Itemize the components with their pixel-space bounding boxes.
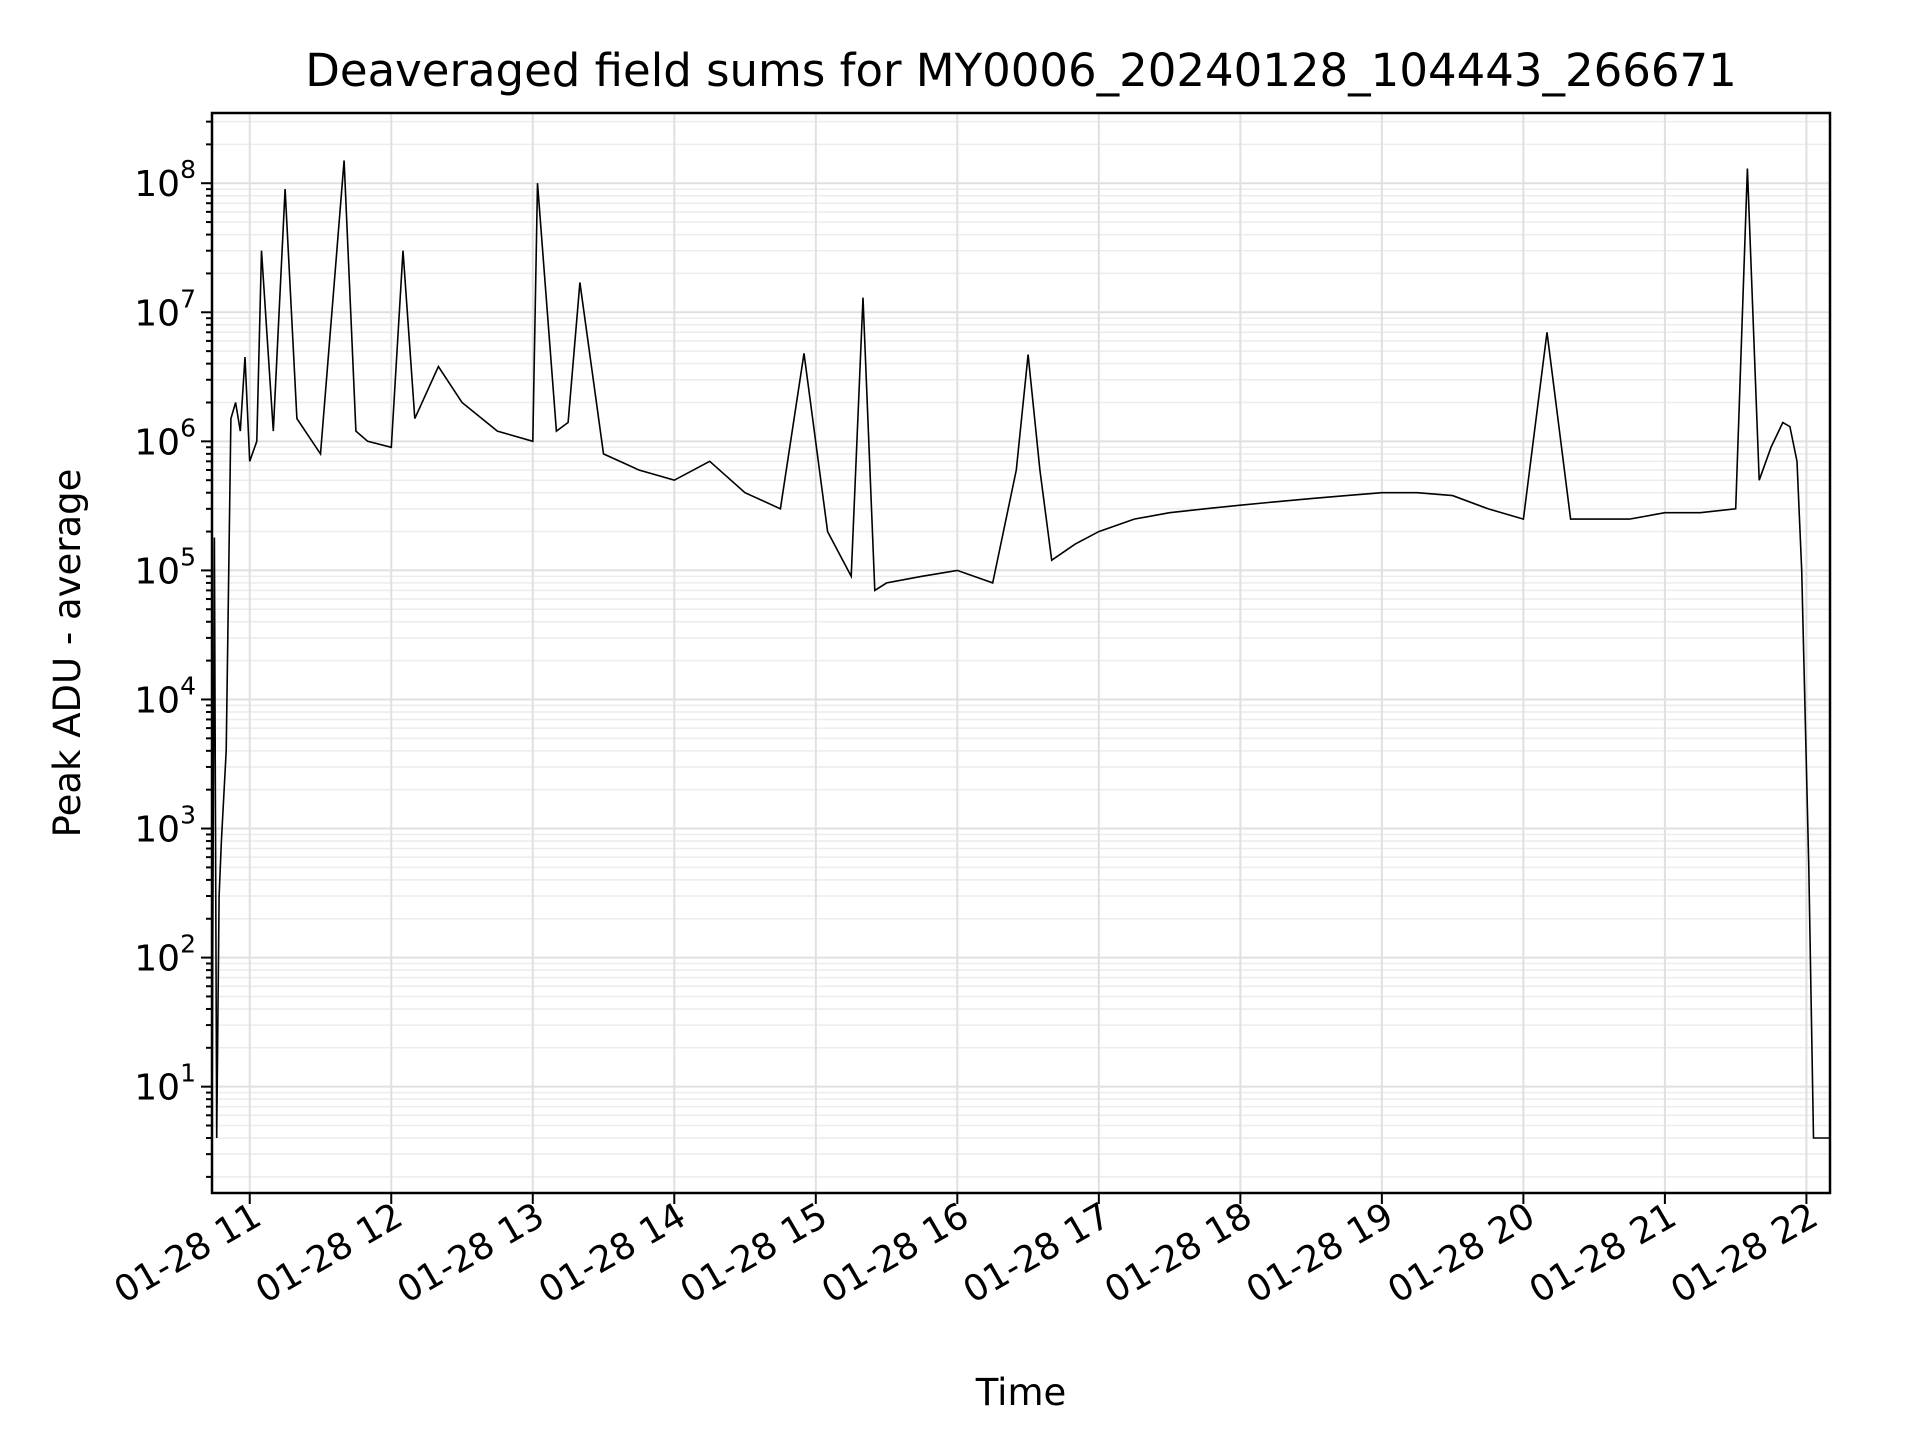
y-axis-label: Peak ADU - average [46,469,89,838]
y-tick-label: 105 [134,542,196,592]
y-tick-label: 101 [134,1059,196,1109]
y-tick-label: 107 [134,284,196,334]
grid-lines [212,113,1830,1193]
y-tick-label: 104 [134,671,196,721]
plot-frame [210,111,1832,1195]
series-line [211,160,1830,1139]
x-axis-label: Time [975,1371,1067,1414]
series-layer [211,160,1830,1139]
y-tick-label: 102 [134,930,196,980]
chart-title: Deaveraged field sums for MY0006_2024012… [305,44,1737,97]
y-tick-label: 106 [134,413,196,463]
y-tick-label: 108 [134,155,196,205]
y-tick-label: 103 [134,801,196,851]
